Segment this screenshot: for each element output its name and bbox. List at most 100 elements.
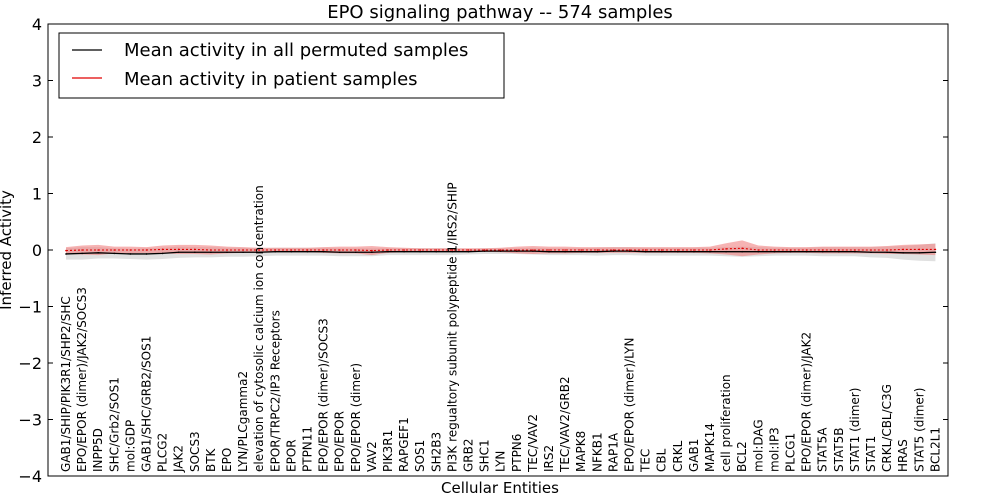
x-tick-label: mol:IP3 bbox=[767, 427, 781, 472]
patient-point bbox=[129, 249, 132, 251]
permuted-point bbox=[97, 252, 99, 254]
y-tick-label: −4 bbox=[18, 467, 42, 486]
permuted-point bbox=[741, 250, 743, 253]
x-tick-labels: GAB1/SHIP/PIK3R1/SHP2/SHC EPO/EPOR (dimer… bbox=[59, 182, 942, 473]
patient-point bbox=[918, 248, 921, 251]
permuted-point bbox=[902, 252, 904, 254]
permuted-point bbox=[226, 251, 228, 254]
x-tick-label: SHC1 bbox=[478, 439, 492, 472]
permuted-point bbox=[290, 250, 293, 253]
x-tick-label: PI3K regualtory subunit polypeptide 1/IR… bbox=[445, 182, 459, 472]
patient-point bbox=[65, 249, 67, 252]
patient-point bbox=[145, 249, 148, 251]
patient-point bbox=[355, 249, 357, 251]
patient-point bbox=[274, 249, 277, 251]
permuted-point bbox=[499, 250, 502, 252]
patient-point bbox=[467, 249, 470, 251]
permuted-point bbox=[677, 250, 679, 253]
permuted-point bbox=[129, 253, 132, 255]
x-tick-label: TEC/VAV2 bbox=[526, 414, 540, 473]
patient-point bbox=[161, 248, 164, 251]
permuted-point bbox=[210, 251, 212, 254]
x-tick-label: PTPN11 bbox=[301, 426, 315, 472]
x-tick-label: SHC/Grb2/SOS1 bbox=[107, 377, 121, 472]
x-tick-label: STAT1 bbox=[864, 436, 878, 472]
x-tick-label: BCL2L1 bbox=[928, 427, 942, 472]
patient-point bbox=[306, 249, 309, 251]
permuted-point bbox=[870, 251, 872, 254]
legend-label-permuted: Mean activity in all permuted samples bbox=[124, 40, 468, 61]
x-tick-label: mol:DAG bbox=[751, 419, 765, 472]
permuted-point bbox=[435, 250, 438, 253]
x-tick-label: elevation of cytosolic calcium ion conce… bbox=[252, 185, 266, 472]
permuted-point bbox=[387, 250, 389, 253]
patient-point bbox=[548, 249, 550, 251]
x-tick-label: EPO/EPOR (dimer)/JAK2 bbox=[800, 332, 814, 472]
patient-point bbox=[677, 249, 679, 251]
x-tick-label: MAPK8 bbox=[574, 431, 588, 472]
x-tick-label: IRS2 bbox=[542, 445, 556, 472]
x-tick-label: EPO/EPOR bbox=[333, 411, 347, 472]
permuted-point bbox=[403, 250, 405, 253]
patient-point bbox=[258, 249, 261, 251]
x-tick-label: CBL bbox=[655, 448, 669, 472]
permuted-point bbox=[934, 251, 937, 254]
x-tick-label: INPP5D bbox=[91, 428, 105, 472]
patient-point bbox=[773, 249, 776, 251]
patient-point bbox=[113, 249, 116, 251]
permuted-point bbox=[483, 250, 486, 252]
x-tick-label: PIK3R1 bbox=[381, 430, 395, 472]
permuted-point bbox=[306, 250, 309, 253]
permuted-point bbox=[161, 252, 164, 255]
permuted-point bbox=[564, 250, 566, 253]
permuted-point bbox=[451, 250, 454, 253]
x-tick-label: STAT5A bbox=[816, 427, 830, 472]
x-tick-label: RAPGEF1 bbox=[397, 417, 411, 472]
x-tick-label: HRAS bbox=[896, 439, 910, 472]
y-tick-label: 3 bbox=[32, 72, 42, 91]
permuted-point bbox=[789, 250, 792, 253]
permuted-point bbox=[886, 251, 888, 254]
patient-point bbox=[290, 249, 293, 251]
patient-point bbox=[580, 249, 582, 251]
x-tick-label: PTPN6 bbox=[510, 434, 524, 472]
permuted-point bbox=[177, 251, 180, 254]
legend-box bbox=[58, 32, 505, 99]
x-tick-label: VAV2 bbox=[365, 441, 379, 472]
y-tick-label: 0 bbox=[32, 241, 42, 260]
patient-point bbox=[725, 248, 727, 250]
patient-point bbox=[226, 249, 228, 251]
permuted-point bbox=[194, 251, 196, 254]
x-tick-label: TEC bbox=[639, 449, 653, 473]
permuted-point bbox=[596, 250, 599, 253]
y-tick-label: 4 bbox=[32, 15, 42, 34]
patient-point bbox=[532, 249, 534, 251]
permuted-point bbox=[113, 252, 116, 255]
y-axis-ticks: −4 −3 −2 −1 0 1 2 3 4 bbox=[18, 15, 948, 486]
x-tick-label: LYN bbox=[494, 451, 508, 472]
x-tick-label: STAT1 (dimer) bbox=[848, 388, 862, 472]
patient-point bbox=[854, 249, 856, 251]
patient-point bbox=[322, 249, 325, 251]
patient-point bbox=[177, 248, 180, 251]
x-tick-label: STAT5B bbox=[832, 428, 846, 473]
x-tick-label: TEC/VAV2/GRB2 bbox=[558, 376, 572, 473]
patient-point bbox=[628, 249, 631, 251]
permuted-point bbox=[65, 253, 67, 255]
series-lines bbox=[65, 247, 937, 255]
x-tick-label: EPO bbox=[220, 448, 234, 472]
x-tick-label: GAB1/SHC/GRB2/SOS1 bbox=[140, 336, 154, 472]
y-axis-label: Inferred Activity bbox=[0, 190, 15, 310]
patient-point bbox=[596, 249, 599, 251]
patient-point bbox=[693, 249, 695, 251]
x-tick-label: EPOR bbox=[284, 439, 298, 472]
permuted-point bbox=[338, 251, 341, 254]
patient-point bbox=[403, 249, 405, 251]
y-tick-label: 1 bbox=[32, 185, 42, 204]
patient-point bbox=[612, 249, 615, 251]
x-tick-label: BTK bbox=[204, 447, 218, 472]
legend-label-patient: Mean activity in patient samples bbox=[124, 69, 418, 90]
patient-point bbox=[757, 249, 760, 251]
permuted-point bbox=[805, 250, 808, 253]
x-tick-label: EPO/EPOR (dimer)/SOCS3 bbox=[317, 318, 331, 472]
